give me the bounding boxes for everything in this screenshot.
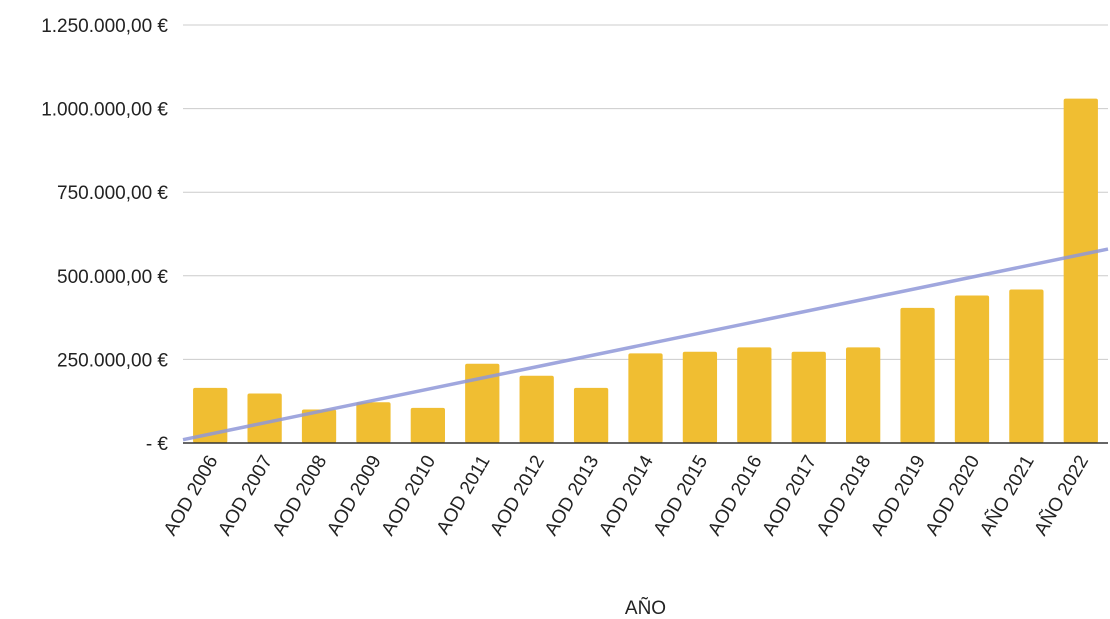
bar (682, 351, 718, 443)
x-tick-label: AOD 2011 (433, 452, 495, 538)
x-tick-label: AOD 2020 (922, 452, 985, 539)
bar (846, 347, 881, 443)
bars (193, 98, 1098, 444)
x-tick-label: AOD 2010 (378, 452, 441, 539)
x-tick-label: AOD 2006 (160, 452, 223, 539)
bar (573, 387, 609, 443)
y-tick-label: 750.000,00 € (57, 183, 168, 204)
y-tick-label: 250.000,00 € (57, 350, 168, 371)
x-tick-label: AOD 2017 (759, 452, 822, 539)
y-axis-tick-labels: - € 250.000,00 € 500.000,00 € 750.000,00 € 1… (41, 16, 168, 455)
bar (301, 409, 337, 443)
x-tick-label: AÑO 2021 (975, 452, 1038, 540)
y-tick-label: 1.000.000,00 € (41, 100, 168, 121)
bar (791, 351, 826, 443)
x-tick-label: AOD 2009 (323, 452, 386, 539)
x-tick-label: AOD 2019 (867, 452, 930, 539)
grid-lines (183, 24, 1108, 360)
bar (356, 402, 391, 443)
y-tick-label: - € (146, 434, 169, 455)
x-tick-label: AOD 2008 (269, 452, 332, 539)
bar (1063, 98, 1098, 444)
bar (465, 363, 500, 443)
bar (193, 387, 228, 443)
bar (900, 307, 935, 443)
bar (1009, 289, 1044, 443)
y-tick-label: 1.250.000,00 € (41, 16, 168, 37)
x-tick-label: AOD 2013 (541, 452, 604, 539)
bar (737, 347, 772, 443)
x-tick-label: AOD 2007 (214, 452, 277, 539)
x-tick-label: AOD 2016 (704, 452, 767, 539)
bar (954, 295, 990, 443)
x-tick-label: AÑO 2022 (1030, 452, 1093, 540)
x-tick-label: AOD 2014 (595, 452, 658, 540)
trend-line (182, 247, 1109, 442)
x-tick-label: AOD 2018 (813, 452, 876, 539)
bar (628, 353, 663, 443)
bar (519, 375, 554, 443)
x-tick-label: AOD 2012 (486, 452, 549, 539)
bar (247, 393, 282, 443)
x-axis-title: AÑO (625, 597, 666, 619)
bar (410, 407, 445, 443)
y-tick-label: 500.000,00 € (57, 267, 168, 288)
x-tick-label: AOD 2015 (650, 452, 713, 539)
